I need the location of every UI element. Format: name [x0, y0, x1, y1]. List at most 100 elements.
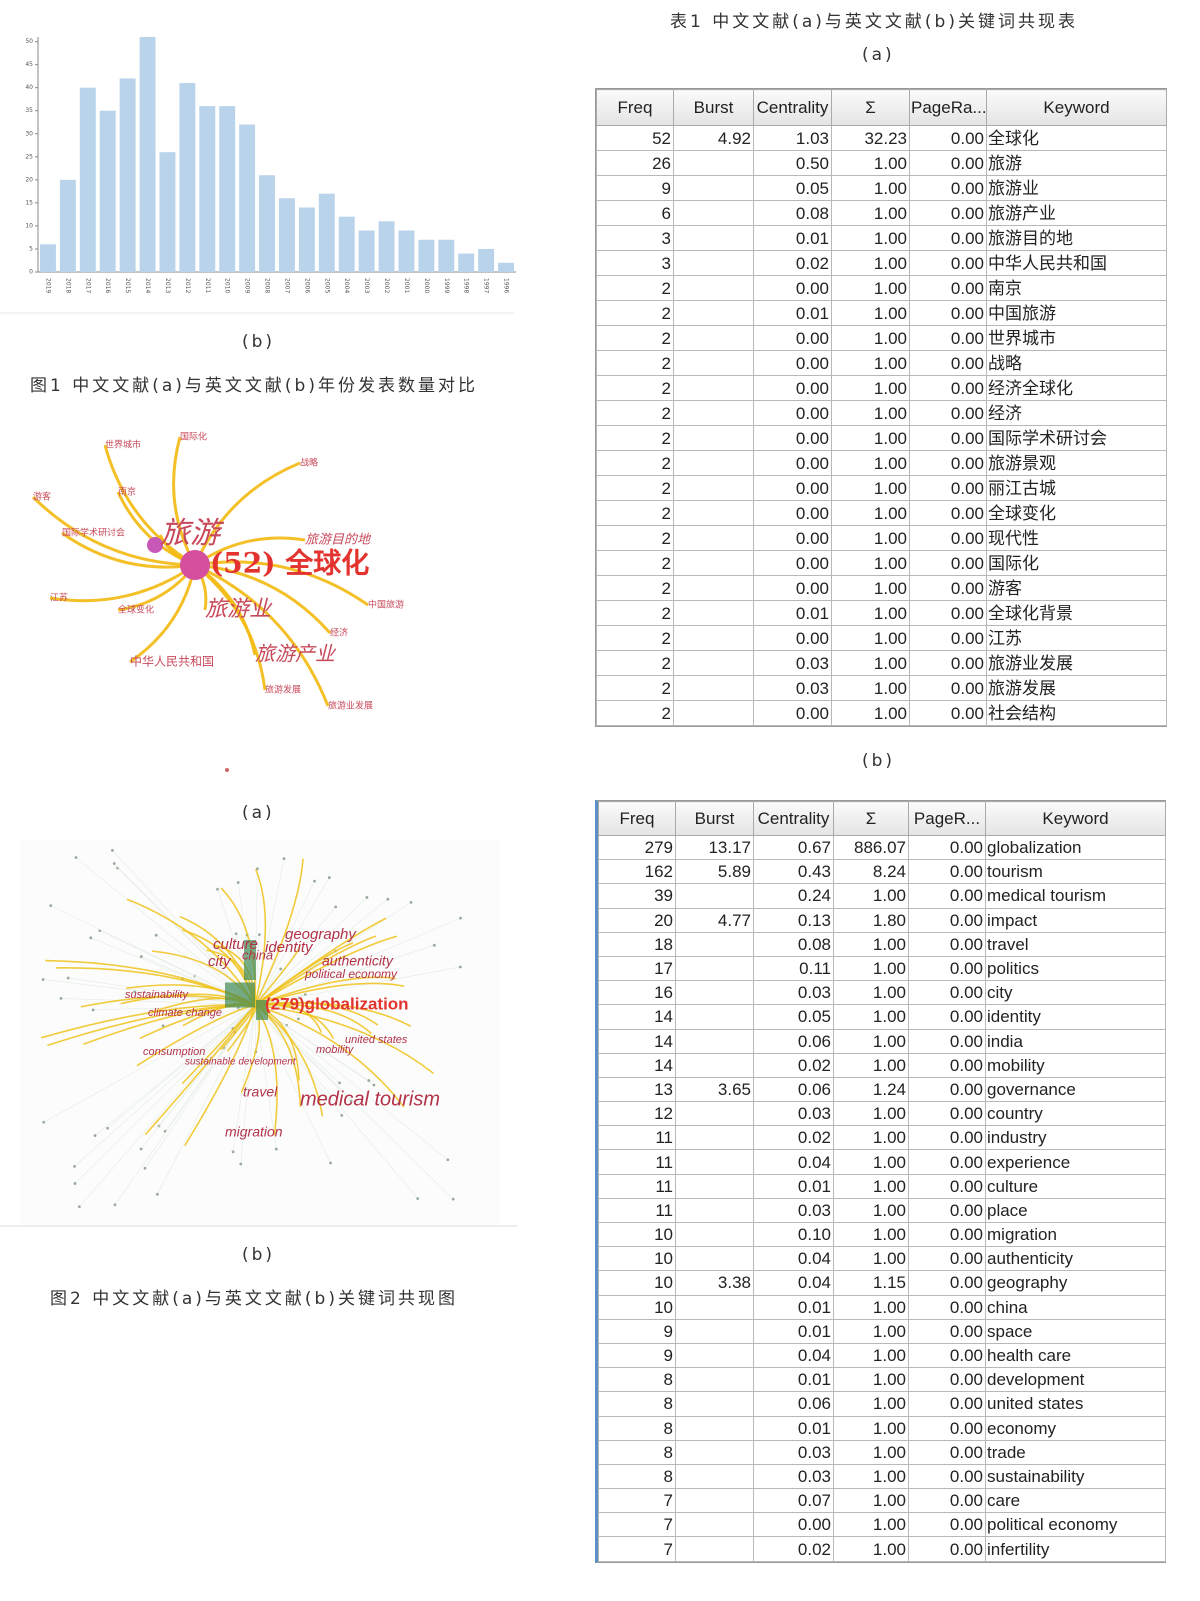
cell: migration — [985, 1221, 1166, 1248]
cell: 1.00 — [831, 575, 910, 601]
x-tick-label: 2004 — [343, 278, 350, 293]
cell: 1.00 — [831, 425, 910, 451]
node — [49, 904, 53, 908]
cell: 0.00 — [909, 525, 987, 551]
row: 13 3.65 0.06 1.24 0.00 governance — [598, 1076, 1166, 1103]
bar — [298, 207, 315, 272]
cell: 0.00 — [908, 1076, 986, 1103]
y-tick-label: 30 — [25, 130, 33, 137]
cell: 0.00 — [753, 275, 832, 301]
cell: 游客 — [986, 575, 1167, 601]
faint-edge — [254, 1004, 352, 1102]
cell: 全球变化 — [986, 500, 1167, 526]
node-label: 国际学术研讨会 — [62, 527, 125, 539]
cell: infertility — [985, 1536, 1166, 1562]
row: 9 0.05 1.00 0.00 旅游业 — [596, 175, 1167, 201]
cell — [675, 1101, 754, 1127]
cell: 26 — [596, 150, 674, 176]
cell: 0.00 — [908, 1101, 986, 1127]
cell: 0.01 — [753, 1294, 834, 1320]
bar — [458, 253, 475, 272]
cell: 1.00 — [833, 1439, 909, 1465]
faint-edge — [232, 1004, 256, 1152]
node-label: 南京 — [118, 486, 136, 498]
node — [139, 1147, 143, 1151]
faint-edge — [74, 1004, 256, 1167]
cell: 0.00 — [909, 125, 987, 151]
header-cell: Burst — [675, 801, 754, 836]
bar — [259, 175, 276, 272]
cell: 2 — [596, 525, 674, 551]
node — [327, 876, 331, 879]
faint-edge — [94, 1004, 256, 1136]
cell: 0.00 — [753, 475, 832, 501]
node-label: 国际化 — [180, 431, 207, 443]
row: 2 0.01 1.00 0.00 全球化背景 — [596, 600, 1167, 626]
x-tick-label: 1997 — [483, 278, 490, 293]
network-bg — [20, 840, 500, 1225]
node-label: 战略 — [300, 457, 318, 469]
cell: 1.15 — [833, 1270, 909, 1296]
row: 2 0.00 1.00 0.00 现代性 — [596, 525, 1167, 551]
edge — [254, 1004, 405, 1108]
node — [239, 1162, 243, 1166]
cell: 1.00 — [831, 625, 910, 651]
bar — [159, 152, 176, 272]
cell — [675, 1488, 754, 1514]
cell: 8 — [598, 1415, 676, 1441]
caption: (b) — [242, 332, 276, 352]
cell: 0.02 — [753, 250, 832, 276]
x-tick-label: 2003 — [363, 278, 370, 293]
cell: 0.00 — [908, 955, 986, 982]
cell: 11 — [598, 1197, 676, 1224]
node-label: china — [242, 947, 273, 962]
cell: 0.00 — [753, 350, 832, 376]
cell: geography — [985, 1270, 1166, 1296]
row: 11 0.04 1.00 0.00 experience — [598, 1149, 1166, 1175]
row: 7 0.02 1.00 0.00 infertility — [598, 1536, 1166, 1562]
cell: 8.24 — [833, 859, 909, 885]
cell: 0.05 — [753, 1004, 834, 1030]
bar — [239, 124, 256, 273]
node-label: sustainability — [125, 989, 189, 1001]
cell — [673, 475, 754, 501]
cell: 9 — [596, 175, 674, 201]
cell: 1.00 — [831, 525, 910, 551]
cell: 2 — [596, 375, 674, 401]
cell: 0.04 — [753, 1270, 834, 1296]
node — [106, 1126, 109, 1130]
faint-edge — [60, 998, 256, 1006]
y-tick-label: 20 — [25, 176, 33, 183]
node — [41, 978, 45, 981]
edge — [254, 917, 387, 1006]
cell: 2 — [596, 600, 674, 626]
cell: 0.03 — [753, 1463, 834, 1490]
caption: 图1 中文文献(a)与英文文献(b)年份发表数量对比 — [30, 376, 478, 396]
cell — [675, 1512, 754, 1538]
cell: china — [985, 1294, 1166, 1320]
node — [133, 990, 137, 994]
x-tick-label: 2017 — [84, 278, 91, 293]
node — [73, 1164, 76, 1168]
y-tick-label: 40 — [25, 84, 33, 91]
cell — [673, 625, 754, 651]
cell: 0.03 — [753, 980, 834, 1006]
row: 8 0.03 1.00 0.00 sustainability — [598, 1463, 1166, 1490]
node — [73, 1182, 77, 1185]
cell: 0.00 — [909, 200, 987, 226]
cell: 6 — [596, 200, 674, 226]
cell: 0.00 — [909, 300, 987, 326]
cell: 12 — [598, 1101, 676, 1127]
cell — [673, 600, 754, 626]
cell: 1.80 — [833, 907, 909, 933]
row: 20 4.77 0.13 1.80 0.00 impact — [598, 907, 1166, 933]
header-cell: Σ — [831, 89, 910, 126]
cell — [675, 1173, 754, 1199]
cell: 1.00 — [831, 150, 910, 176]
node-label: 中国旅游 — [368, 599, 404, 611]
cell: 经济全球化 — [986, 375, 1167, 401]
cell: governance — [985, 1076, 1166, 1103]
cell: mobility — [985, 1052, 1166, 1078]
cell: 0.00 — [909, 150, 987, 176]
cell: 0.00 — [908, 1028, 986, 1054]
